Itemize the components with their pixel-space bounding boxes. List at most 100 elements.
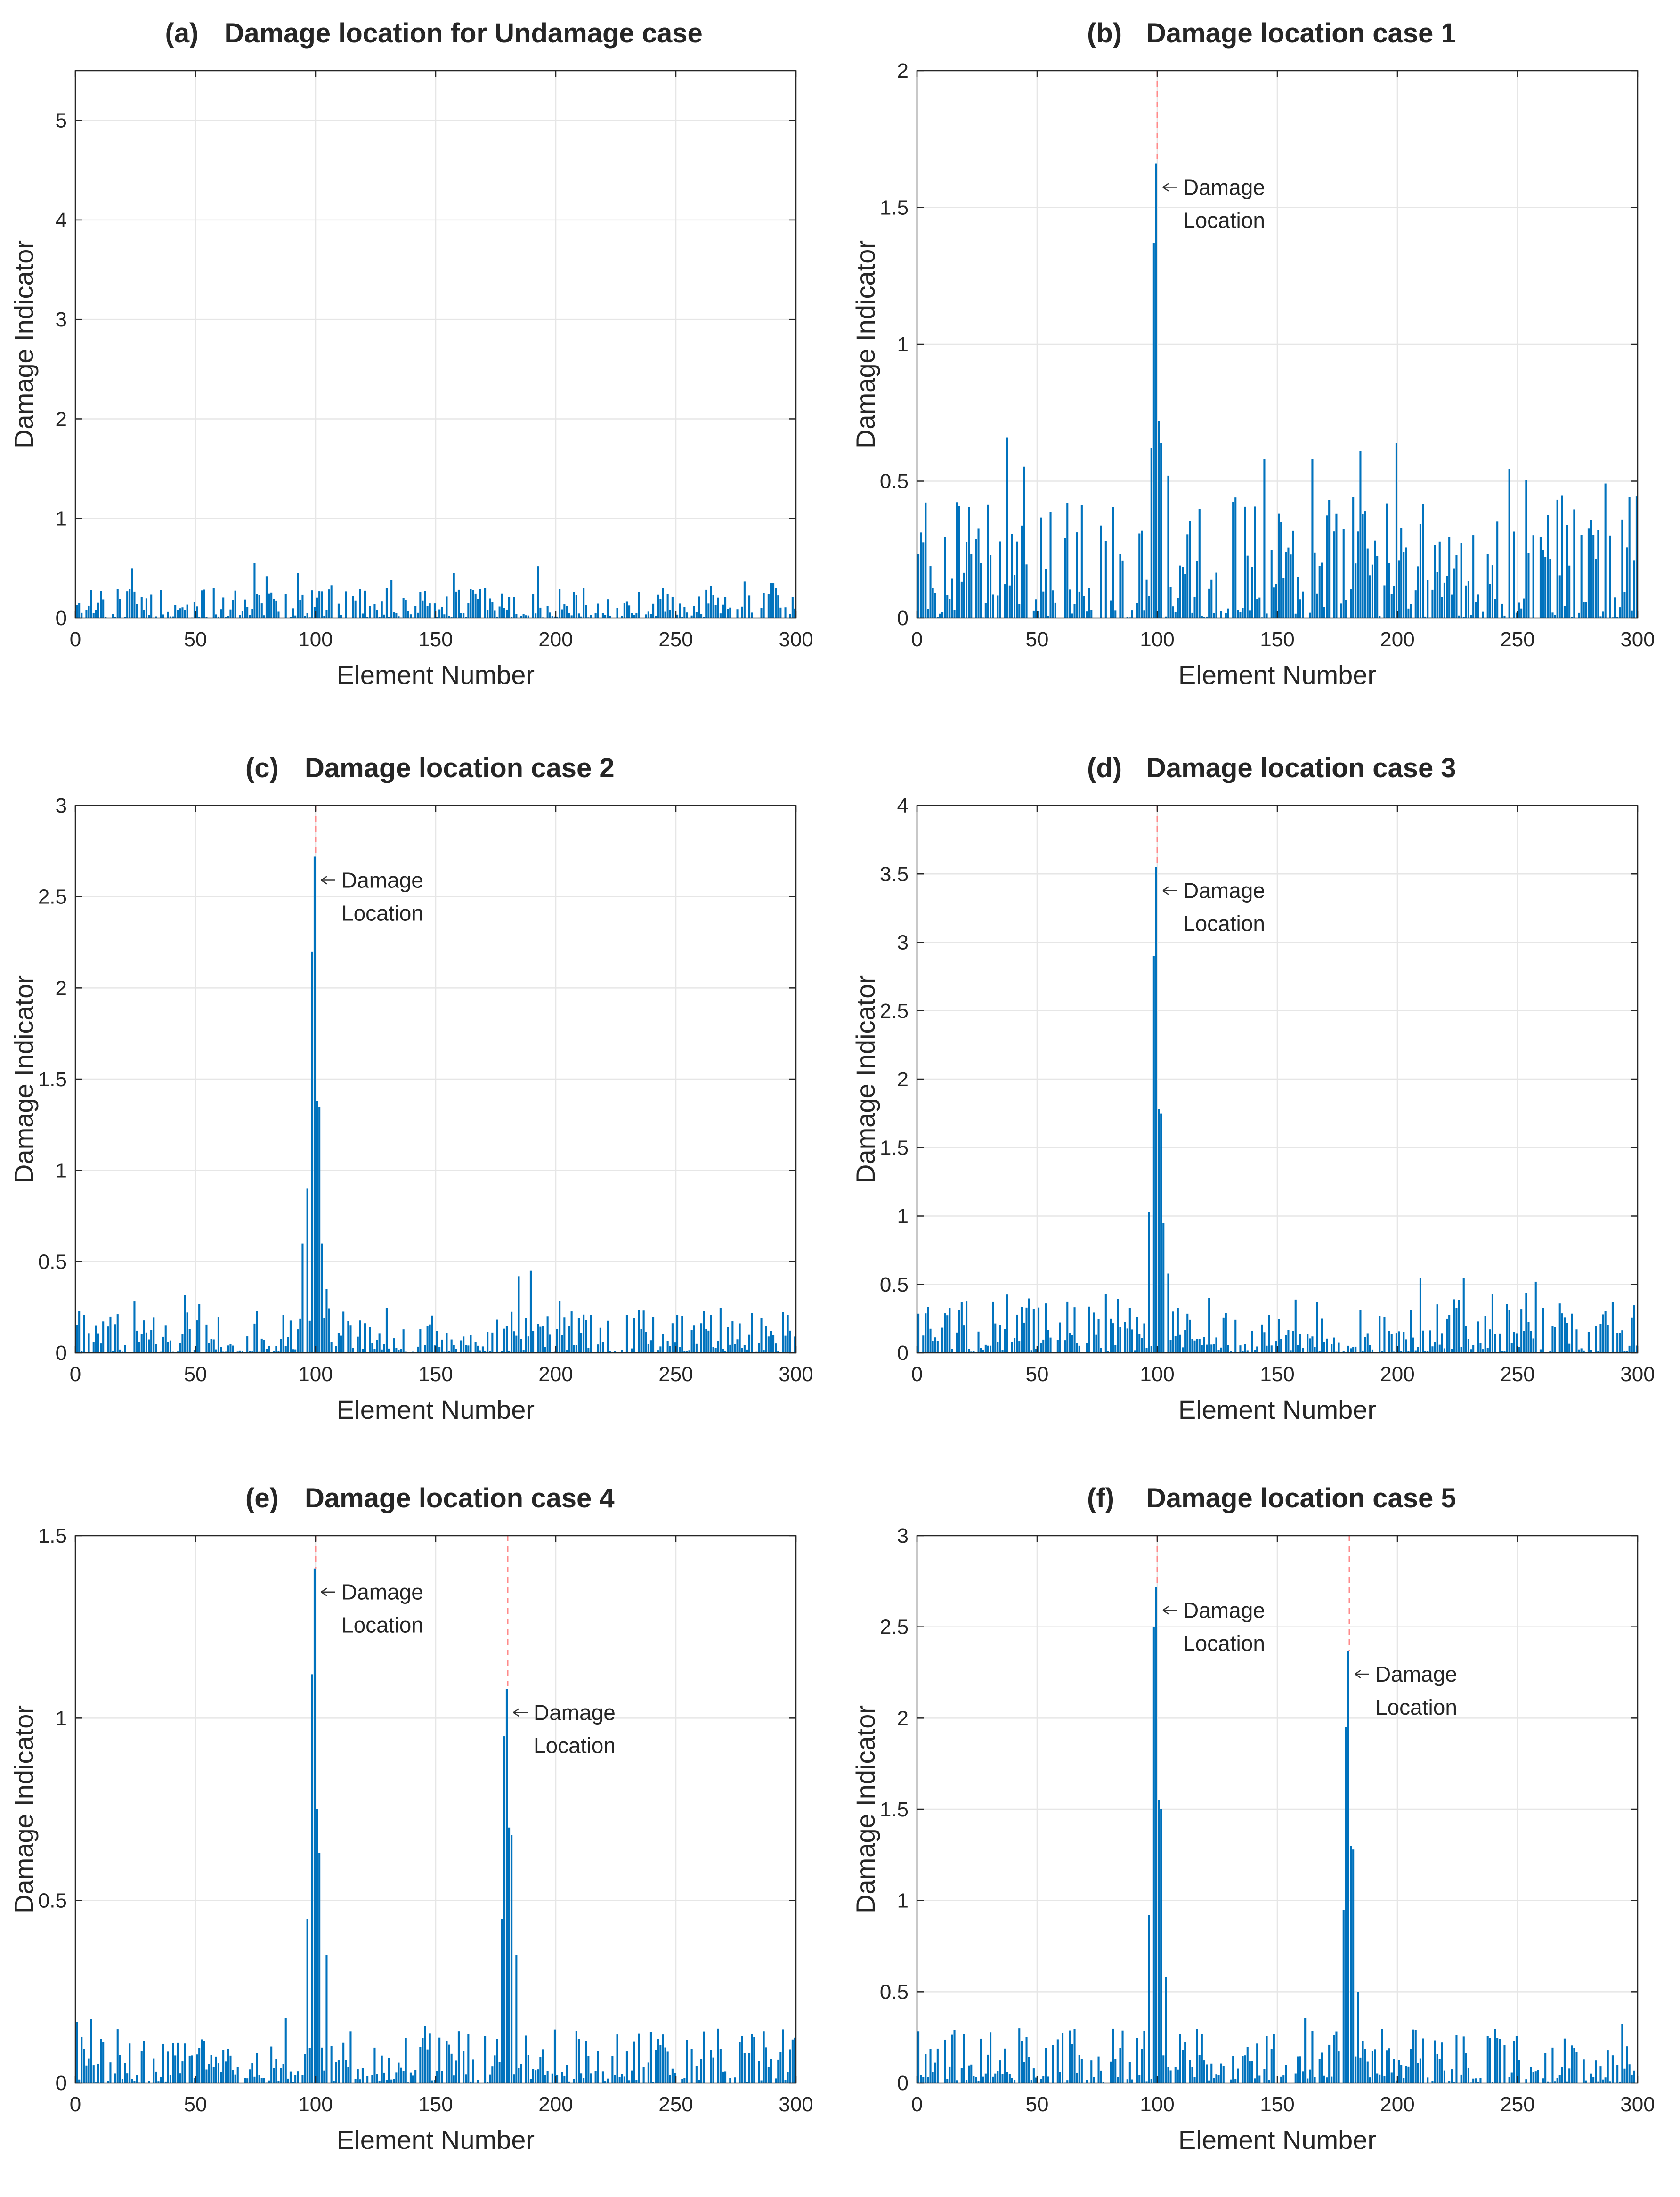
bar bbox=[1602, 611, 1604, 618]
bar bbox=[116, 2029, 119, 2083]
bar bbox=[1326, 515, 1328, 618]
bar bbox=[1398, 2060, 1400, 2083]
bar bbox=[116, 1314, 119, 1353]
bar bbox=[1455, 2035, 1458, 2083]
bar bbox=[1609, 535, 1611, 618]
bar bbox=[398, 1350, 400, 1353]
bar bbox=[1414, 590, 1417, 618]
bar bbox=[1515, 612, 1518, 618]
bar bbox=[1342, 1351, 1345, 1353]
bar bbox=[1100, 525, 1102, 618]
bar bbox=[167, 611, 169, 618]
bar bbox=[1016, 1314, 1018, 1353]
bar bbox=[1299, 1334, 1301, 1353]
bar bbox=[917, 2031, 920, 2083]
bar bbox=[1499, 2039, 1501, 2083]
bar bbox=[616, 2034, 618, 2083]
bar bbox=[83, 1315, 85, 1353]
bar bbox=[153, 1317, 155, 1353]
bar bbox=[1331, 1344, 1333, 1353]
bar bbox=[1355, 2056, 1357, 2083]
bar bbox=[1417, 2063, 1419, 2083]
bar bbox=[1152, 243, 1155, 618]
bar bbox=[1595, 559, 1597, 618]
bar bbox=[162, 2043, 164, 2083]
bar bbox=[518, 2068, 520, 2083]
bar bbox=[304, 2054, 306, 2083]
bar bbox=[1374, 540, 1376, 618]
bar bbox=[1395, 1333, 1397, 1353]
bar bbox=[357, 2069, 359, 2083]
bar bbox=[1407, 1351, 1410, 1353]
bar bbox=[76, 1325, 78, 1353]
bar bbox=[1429, 1330, 1431, 1353]
bar bbox=[1001, 1350, 1004, 1353]
bar bbox=[198, 2048, 201, 2083]
bar bbox=[388, 2057, 390, 2083]
bar bbox=[1182, 567, 1184, 618]
bar bbox=[753, 2037, 755, 2083]
bar bbox=[249, 1351, 251, 1353]
bar bbox=[508, 597, 511, 618]
bar bbox=[1069, 589, 1071, 618]
bar bbox=[779, 2052, 782, 2083]
bar bbox=[1198, 1339, 1201, 1353]
bar bbox=[1561, 495, 1563, 618]
bar bbox=[1174, 1336, 1177, 1353]
bar bbox=[784, 1335, 787, 1353]
bar bbox=[609, 1351, 611, 1353]
bar bbox=[1134, 1350, 1136, 1353]
bar bbox=[395, 1348, 398, 1353]
bar bbox=[662, 588, 664, 618]
bar bbox=[256, 1311, 258, 1353]
bar bbox=[787, 1315, 789, 1353]
bar bbox=[1297, 1345, 1299, 1353]
x-tick-label: 100 bbox=[298, 628, 333, 651]
bar bbox=[92, 2065, 95, 2083]
bar bbox=[575, 1345, 577, 1353]
bar bbox=[323, 2070, 325, 2083]
bar bbox=[1455, 555, 1458, 618]
bar bbox=[590, 1315, 592, 1353]
bar bbox=[155, 2071, 157, 2083]
bar bbox=[936, 1341, 939, 1353]
bar bbox=[1280, 2076, 1282, 2083]
bar bbox=[140, 597, 143, 618]
bar bbox=[455, 2060, 457, 2083]
bar bbox=[1595, 2060, 1597, 2083]
bar bbox=[580, 616, 583, 618]
bar bbox=[239, 1350, 241, 1353]
x-tick-label: 50 bbox=[184, 628, 207, 651]
bar bbox=[220, 1347, 222, 1353]
bar bbox=[1307, 2078, 1309, 2083]
bar bbox=[1071, 613, 1073, 618]
arrow-head-icon bbox=[513, 1708, 519, 1717]
bar bbox=[251, 609, 253, 618]
chart-title: Damage location case 2 bbox=[305, 753, 615, 783]
bar bbox=[249, 2069, 251, 2083]
bar bbox=[1158, 1109, 1160, 1353]
bar bbox=[994, 2073, 997, 2083]
bar bbox=[299, 600, 301, 618]
bar bbox=[316, 1809, 318, 2083]
bar bbox=[575, 2031, 577, 2083]
bar bbox=[751, 612, 753, 618]
bar bbox=[361, 613, 364, 618]
bar bbox=[973, 1351, 975, 1353]
bar bbox=[1460, 543, 1462, 618]
bar bbox=[690, 1330, 693, 1353]
bar bbox=[1299, 599, 1301, 618]
bar bbox=[1419, 1278, 1421, 1353]
bar bbox=[920, 2075, 922, 2083]
bar bbox=[227, 616, 229, 618]
bar bbox=[1040, 1343, 1042, 1353]
bar bbox=[551, 2073, 553, 2083]
bar bbox=[760, 608, 763, 618]
bar bbox=[188, 2055, 191, 2083]
bar bbox=[751, 1313, 753, 1353]
bar bbox=[1049, 512, 1052, 618]
bar bbox=[1604, 1311, 1607, 1353]
bar bbox=[929, 566, 932, 618]
bar bbox=[623, 2076, 625, 2083]
